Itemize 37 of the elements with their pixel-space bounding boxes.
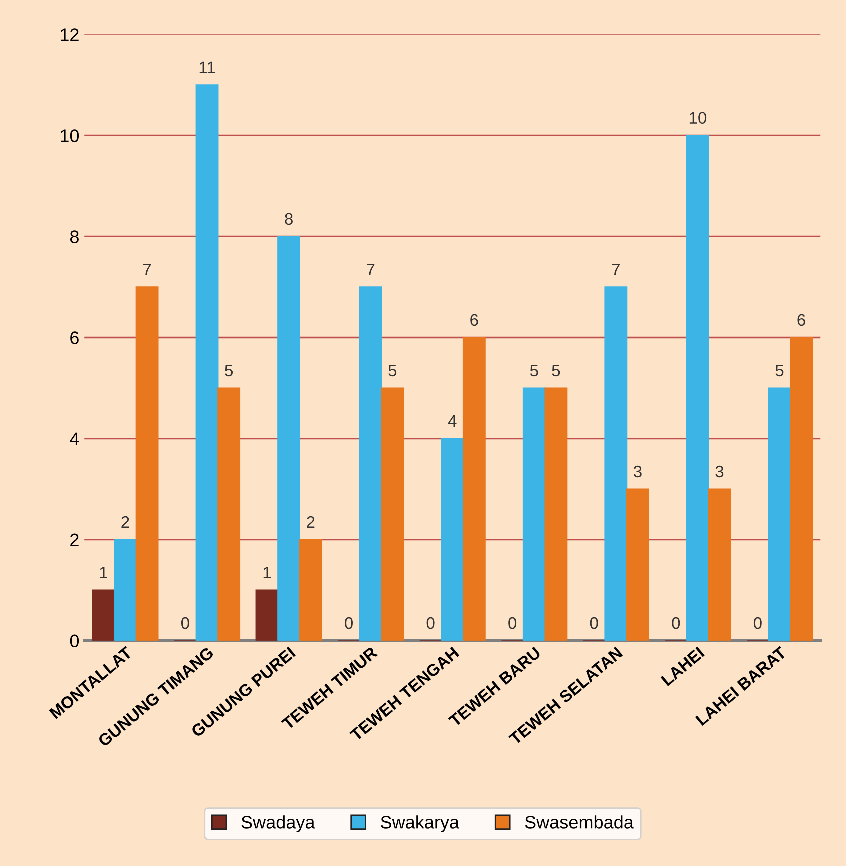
- y-tick-label: 4: [70, 432, 80, 446]
- y-tick-label: 8: [70, 230, 79, 244]
- data-label: 0: [508, 617, 517, 630]
- data-label: 5: [388, 365, 397, 377]
- data-label: 6: [798, 314, 806, 326]
- data-label: 5: [225, 365, 234, 377]
- data-label: 0: [345, 617, 354, 630]
- y-tick-label: 12: [61, 28, 79, 42]
- data-label: 6: [470, 314, 478, 326]
- data-label: 5: [776, 365, 784, 377]
- y-tick-label: 6: [70, 332, 79, 344]
- data-label: 2: [307, 516, 315, 528]
- data-label: 0: [754, 617, 762, 630]
- data-label: 7: [144, 264, 152, 276]
- data-label: 7: [612, 264, 620, 276]
- data-label: 2: [122, 516, 130, 528]
- data-label: 0: [672, 617, 680, 630]
- legend-label: Swasembada: [525, 816, 634, 829]
- data-label: 1: [264, 567, 272, 579]
- data-label: 11: [200, 62, 216, 74]
- y-tick-label: 0: [70, 634, 80, 648]
- y-tick-label: 2: [70, 534, 79, 546]
- data-label: 7: [367, 264, 375, 276]
- y-tick-label: 10: [61, 130, 80, 142]
- data-label: 5: [530, 365, 538, 377]
- data-label: 0: [181, 617, 190, 630]
- data-label: 5: [552, 365, 560, 377]
- data-label: 3: [634, 466, 642, 478]
- legend-label: Swadaya: [242, 816, 316, 832]
- data-label: 1: [100, 567, 108, 579]
- legend-label: Swakarya: [381, 816, 460, 832]
- data-label: 0: [426, 617, 435, 630]
- data-label: 3: [716, 466, 724, 478]
- data-label: 4: [448, 416, 457, 427]
- data-label: 8: [285, 213, 293, 226]
- data-label: 0: [590, 617, 598, 630]
- data-label: 10: [690, 112, 707, 124]
